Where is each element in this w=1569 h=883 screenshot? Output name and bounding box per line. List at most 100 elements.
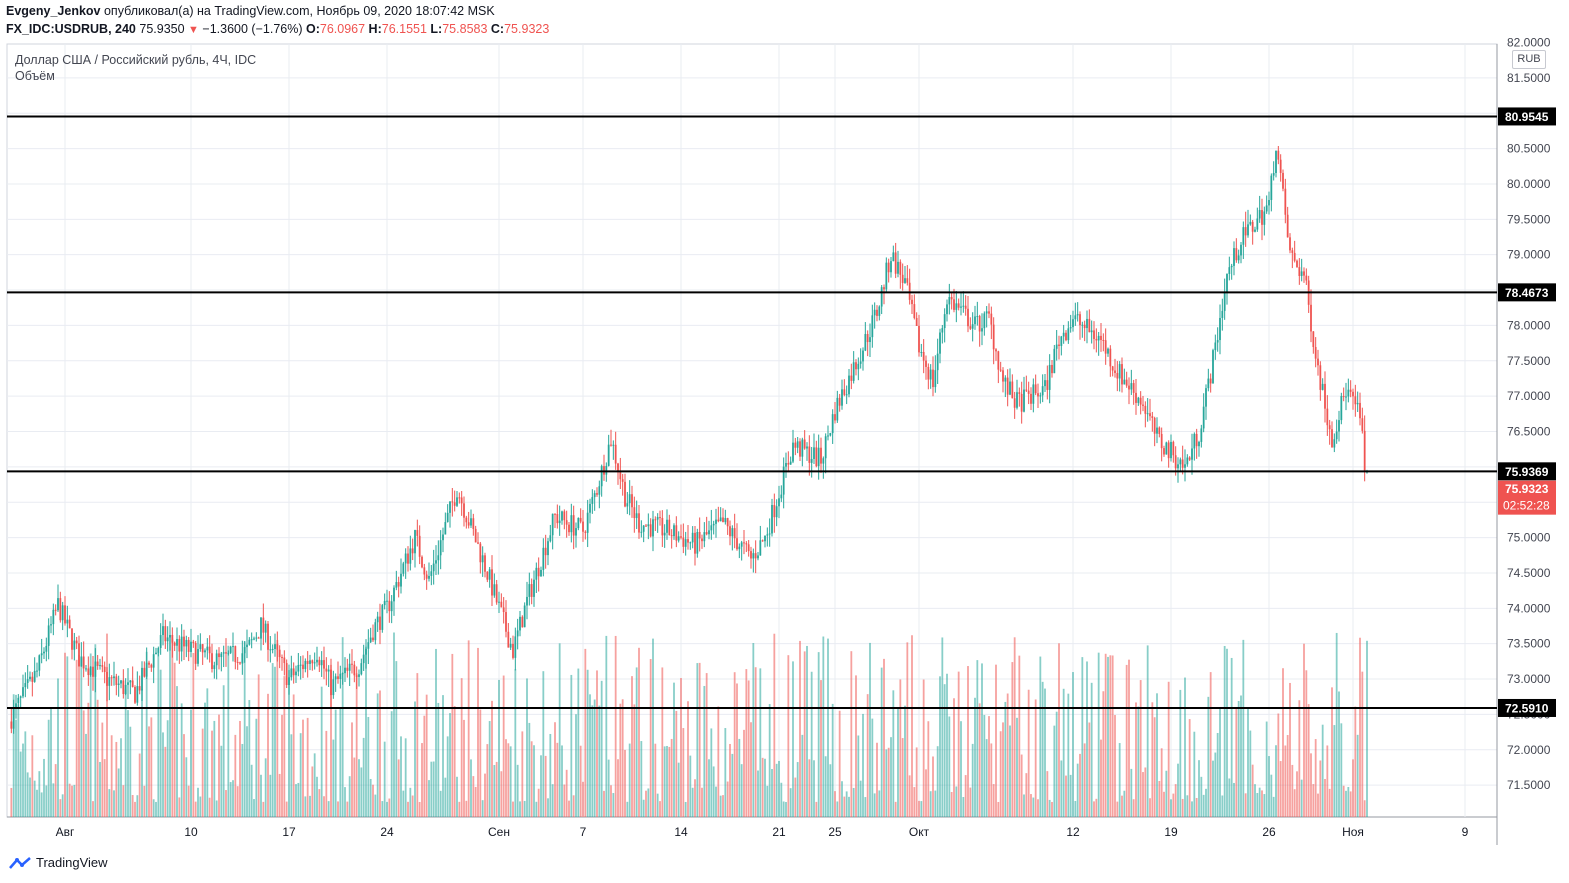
volume-bar: [1139, 680, 1142, 817]
candle-body: [516, 630, 519, 637]
volume-bar: [152, 799, 155, 817]
volume-bar: [1121, 795, 1123, 817]
published-text: опубликовал(а) на TradingView.com, Ноябр…: [103, 4, 495, 18]
volume-bar: [257, 674, 260, 817]
volume-bar: [145, 651, 148, 817]
candle-body: [1069, 327, 1072, 329]
candle-body: [353, 664, 356, 676]
candle-body: [288, 677, 290, 685]
volume-bar: [208, 797, 211, 817]
candle-body: [978, 316, 981, 332]
volume-bar: [1233, 782, 1235, 817]
currency-badge[interactable]: RUB: [1512, 50, 1546, 69]
candle-body: [1349, 389, 1352, 392]
volume-label: Объём: [15, 69, 55, 83]
candle-body: [1079, 314, 1081, 326]
volume-bar: [211, 730, 213, 817]
candle-body: [934, 370, 937, 388]
candle-body: [129, 680, 132, 683]
volume-bar: [1349, 791, 1352, 817]
volume-bar: [1030, 794, 1032, 817]
candle-body: [617, 463, 619, 473]
candle-body: [638, 513, 640, 533]
candle-body: [75, 640, 78, 644]
candle-body: [682, 537, 685, 547]
volume-bar: [1111, 655, 1114, 817]
volume-bar: [1277, 713, 1280, 817]
candle-body: [547, 541, 549, 556]
candle-body: [227, 652, 230, 654]
candle-body: [458, 497, 461, 499]
candle-body: [220, 653, 223, 658]
volume-bar: [1060, 760, 1063, 817]
volume-bar: [621, 699, 624, 817]
candle-body: [495, 584, 498, 603]
volume-bar: [542, 671, 545, 817]
candle-body: [1314, 347, 1317, 359]
volume-bar: [285, 801, 288, 817]
volume-bar: [1310, 753, 1312, 817]
volume-bar: [1356, 734, 1359, 817]
volume-bar: [1270, 774, 1273, 817]
volume-bar: [390, 711, 393, 817]
volume-bar: [549, 733, 552, 817]
candle-body: [962, 305, 965, 307]
volume-bar: [507, 743, 510, 817]
candle-body: [232, 646, 234, 648]
candle-body: [526, 596, 528, 606]
volume-bar: [346, 801, 349, 817]
candle-body: [803, 439, 806, 449]
volume-bar: [684, 801, 687, 817]
candle-body: [52, 609, 55, 625]
candle-body: [1300, 271, 1303, 276]
volume-bar: [1072, 672, 1074, 817]
candle-body: [87, 668, 90, 676]
candle-body: [309, 660, 311, 664]
volume-bar: [264, 758, 267, 817]
volume-bar: [696, 663, 699, 817]
candle-body: [453, 502, 456, 506]
candle-body: [533, 579, 535, 597]
candle-body: [276, 644, 279, 650]
tradingview-logo[interactable]: TradingView: [8, 855, 108, 870]
volume-bar: [1107, 656, 1109, 817]
volume-bar: [278, 773, 281, 817]
candle-body: [421, 556, 423, 568]
volume-bar: [719, 795, 722, 817]
volume-bar: [197, 787, 199, 817]
volume-bar: [330, 658, 332, 817]
level-label: 80.9545: [1505, 110, 1549, 124]
volume-bar: [479, 709, 482, 817]
candle-body: [1277, 150, 1280, 160]
volume-bar: [663, 746, 666, 817]
candle-body: [1128, 385, 1130, 390]
volume-bar: [715, 786, 717, 817]
candle-body: [1160, 433, 1163, 449]
volume-bar: [1016, 717, 1018, 817]
candle-body: [1125, 379, 1128, 386]
candle-body: [428, 575, 430, 579]
candle-body: [164, 626, 167, 642]
candle-body: [645, 525, 647, 527]
candle-body: [957, 303, 960, 308]
candle-body: [397, 582, 400, 587]
candle-body: [488, 569, 491, 580]
volume-bar: [229, 782, 232, 817]
candle-body: [400, 573, 402, 587]
volume-bar: [628, 743, 631, 817]
volume-bar: [1109, 655, 1112, 817]
volume-bar: [743, 729, 745, 817]
author-name[interactable]: Evgeny_Jenkov: [6, 4, 101, 18]
volume-bar: [726, 781, 729, 817]
candle-body: [1104, 340, 1107, 354]
volume-bar: [416, 673, 419, 817]
candle-body: [477, 542, 479, 544]
volume-bar: [836, 801, 839, 817]
candle-body: [327, 669, 330, 672]
volume-bar: [925, 769, 927, 817]
candle-body: [365, 648, 367, 655]
candle-body: [537, 567, 540, 577]
volume-bar: [157, 652, 160, 817]
candle-body: [698, 531, 701, 539]
